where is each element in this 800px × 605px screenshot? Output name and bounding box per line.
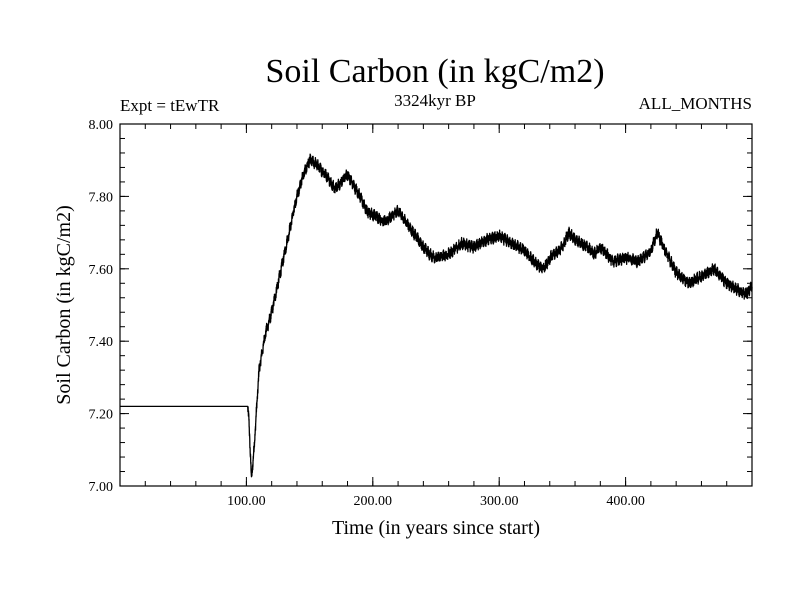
y-tick-label: 8.00 (89, 118, 114, 133)
chart-title: Soil Carbon (in kgC/m2) (265, 53, 604, 90)
x-tick-label: 100.00 (227, 494, 266, 509)
plot-frame (119, 123, 753, 487)
period-label: 3324kyr BP (394, 91, 476, 110)
y-axis-title: Soil Carbon (in kgC/m2) (53, 205, 75, 404)
x-tick-label: 200.00 (354, 494, 393, 509)
series-layer (119, 153, 753, 478)
y-tick-label: 7.80 (89, 190, 114, 205)
tick-marks (119, 123, 753, 487)
y-tick-label: 7.00 (89, 480, 114, 495)
y-tick-label: 7.60 (89, 263, 114, 278)
y-tick-label: 7.40 (89, 335, 114, 350)
x-axis-title: Time (in years since start) (332, 517, 540, 539)
tick-labels: 7.00 7.20 7.40 7.60 7.80 8.00 100.00 200.00 300.… (89, 118, 645, 509)
x-tick-label: 400.00 (606, 494, 645, 509)
soil-carbon-series-line (119, 153, 753, 478)
experiment-label: Expt = tEwTR (120, 96, 220, 115)
months-label: ALL_MONTHS (639, 94, 752, 113)
x-tick-label: 300.00 (480, 494, 519, 509)
y-tick-label: 7.20 (89, 408, 114, 423)
